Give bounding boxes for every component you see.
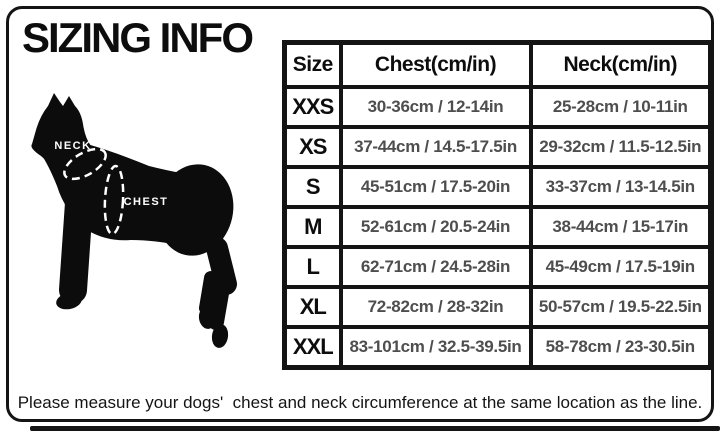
sizing-table: Size Chest(cm/in) Neck(cm/in) XXS 30-36c… bbox=[282, 40, 713, 370]
chest-value: 72-82cm / 28-32in bbox=[338, 284, 533, 329]
size-value: XXS bbox=[282, 84, 343, 129]
size-value: L bbox=[282, 244, 343, 289]
chest-value: 83-101cm / 32.5-39.5in bbox=[338, 324, 533, 370]
table-row: XXS 30-36cm / 12-14in 25-28cm / 10-11in bbox=[282, 84, 713, 129]
size-value: XS bbox=[282, 124, 343, 169]
measurement-instruction: Please measure your dogs' chest and neck… bbox=[17, 393, 703, 412]
neck-value: 33-37cm / 13-14.5in bbox=[528, 164, 713, 209]
size-value: M bbox=[282, 204, 343, 249]
chest-value: 45-51cm / 17.5-20in bbox=[338, 164, 533, 209]
size-value: XL bbox=[282, 284, 343, 329]
table-row: XXL 83-101cm / 32.5-39.5in 58-78cm / 23-… bbox=[282, 324, 713, 370]
chest-label: CHEST bbox=[124, 196, 169, 208]
dog-measurement-illustration: NECK CHEST bbox=[25, 88, 250, 353]
neck-value: 38-44cm / 15-17in bbox=[528, 204, 713, 249]
header-neck: Neck(cm/in) bbox=[528, 40, 713, 89]
neck-measure-line bbox=[63, 147, 107, 181]
dog-rear-shin bbox=[208, 268, 232, 330]
page-title: SIZING INFO bbox=[22, 14, 254, 61]
neck-value: 29-32cm / 11.5-12.5in bbox=[528, 124, 713, 169]
neck-value: 58-78cm / 23-30.5in bbox=[528, 324, 713, 370]
table-row: L 62-71cm / 24.5-28in 45-49cm / 17.5-19i… bbox=[282, 244, 713, 289]
neck-label: NECK bbox=[54, 140, 91, 152]
dog-far-rear-shin bbox=[199, 271, 218, 315]
dog-thigh-shape bbox=[156, 164, 234, 256]
dog-silhouette-icon: NECK CHEST bbox=[31, 93, 237, 348]
dog-rear-foot bbox=[211, 324, 229, 348]
table-row: S 45-51cm / 17.5-20in 33-37cm / 13-14.5i… bbox=[282, 164, 713, 209]
table-row: XL 72-82cm / 28-32in 50-57cm / 19.5-22.5… bbox=[282, 284, 713, 329]
neck-value: 25-28cm / 10-11in bbox=[528, 84, 713, 129]
chest-value: 37-44cm / 14.5-17.5in bbox=[338, 124, 533, 169]
size-value: S bbox=[282, 164, 343, 209]
dog-front-leg bbox=[59, 189, 93, 304]
card-shadow bbox=[30, 426, 720, 431]
chest-value: 62-71cm / 24.5-28in bbox=[338, 244, 533, 289]
neck-value: 45-49cm / 17.5-19in bbox=[528, 244, 713, 289]
chest-value: 30-36cm / 12-14in bbox=[338, 84, 533, 129]
table-row: M 52-61cm / 20.5-24in 38-44cm / 15-17in bbox=[282, 204, 713, 249]
header-chest: Chest(cm/in) bbox=[338, 40, 533, 89]
chest-measure-line bbox=[103, 164, 125, 236]
neck-value: 50-57cm / 19.5-22.5in bbox=[528, 284, 713, 329]
chest-value: 52-61cm / 20.5-24in bbox=[338, 204, 533, 249]
table-row: XS 37-44cm / 14.5-17.5in 29-32cm / 11.5-… bbox=[282, 124, 713, 169]
table-header-row: Size Chest(cm/in) Neck(cm/in) bbox=[282, 40, 713, 89]
size-value: XXL bbox=[282, 324, 343, 370]
header-size: Size bbox=[282, 40, 343, 89]
